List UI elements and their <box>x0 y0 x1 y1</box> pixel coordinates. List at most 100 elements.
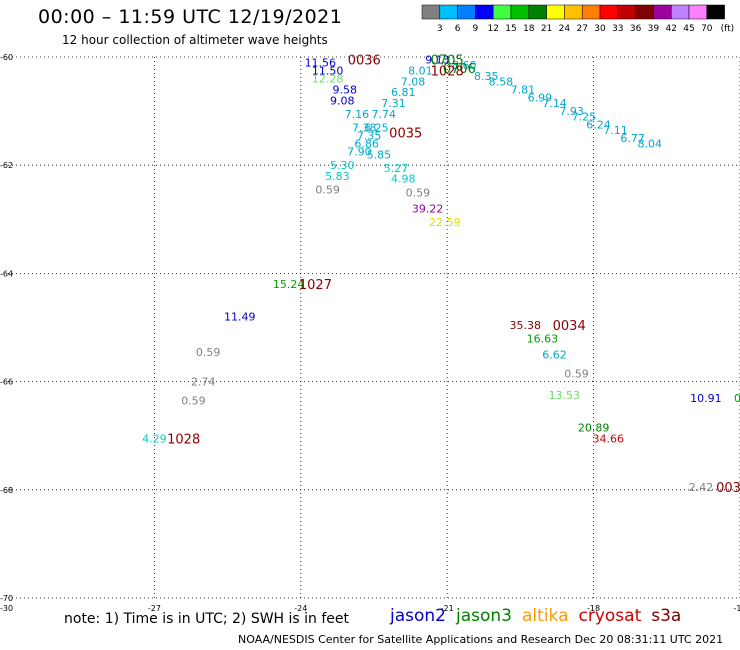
wave-height-label: 0 <box>734 392 740 405</box>
wave-height-label: 5.83 <box>325 170 350 183</box>
colorbar: 3 6 9 12 15 18 21 24 27 30 33 36 39 42 45 70 (ft) <box>421 4 735 34</box>
colorbar-swatch <box>457 4 476 20</box>
y-tick-label: -70 <box>0 594 13 603</box>
time-label: 0034 <box>553 319 586 334</box>
colorbar-swatch <box>475 4 494 20</box>
time-label: 1027 <box>299 278 332 293</box>
wave-height-label: 8.04 <box>637 138 662 151</box>
time-label: 0035 <box>389 127 422 142</box>
wave-height-label: 7.81 <box>511 83 536 96</box>
colorbar-level: 21 <box>541 24 552 34</box>
time-label: 0033 <box>716 481 740 496</box>
wave-height-label: 9.08 <box>330 94 355 107</box>
wave-height-label: 16.63 <box>527 332 559 345</box>
wave-height-label: 15.24 <box>273 278 305 291</box>
wave-height-label: 8.01 <box>408 65 433 78</box>
colorbar-level: 33 <box>612 24 623 34</box>
wave-height-label: 0.59 <box>564 367 589 380</box>
x-tick-label: -21 <box>441 604 454 613</box>
wave-height-label: 7.25 <box>572 111 597 124</box>
time-labels: 003607050706102800351027102800340033 <box>167 54 740 496</box>
time-label: 1028 <box>167 432 200 447</box>
chart-subtitle: 12 hour collection of altimeter wave hei… <box>62 33 328 47</box>
wave-height-label: 34.66 <box>592 432 624 445</box>
wave-height-label: 20.89 <box>578 422 610 435</box>
wave-height-label: 4.98 <box>391 173 416 186</box>
wave-height-label: 35.38 <box>510 319 542 332</box>
wave-height-label: 6.24 <box>586 119 611 132</box>
x-tick-label: -24 <box>294 604 307 613</box>
colorbar-swatch <box>581 4 601 20</box>
colorbar-swatch <box>653 4 672 20</box>
wave-height-label: 8.35 <box>474 70 499 83</box>
x-tick-label: -15 <box>733 604 740 613</box>
wave-height-label: 6.62 <box>542 349 567 362</box>
time-label: 0705 <box>431 54 464 69</box>
wave-height-label: 10.91 <box>690 392 722 405</box>
colorbar-swatch <box>564 4 583 20</box>
colorbar-level: 36 <box>630 24 642 34</box>
time-label: 0036 <box>348 54 381 69</box>
legend-entry-jason2: jason2 <box>390 606 446 626</box>
wave-height-label: 9.13 <box>425 54 450 67</box>
wave-height-label: 4.29 <box>142 432 167 445</box>
colorbar-swatch <box>688 4 708 20</box>
wave-height-label: 7.93 <box>559 105 584 118</box>
legend-entry-jason3: jason3 <box>456 606 512 626</box>
legend-entry-s3a: s3a <box>651 606 682 626</box>
wave-height-label: 7.16 <box>345 108 370 121</box>
colorbar-swatch <box>617 4 636 20</box>
wave-height-label: 22.59 <box>429 216 461 229</box>
colorbar-level: 39 <box>648 24 660 34</box>
wave-height-label: 7.35 <box>357 129 382 142</box>
corner-tick-label: -30 <box>0 604 13 613</box>
colorbar-swatch <box>421 4 441 20</box>
colorbar-level: 30 <box>594 24 606 34</box>
wave-height-label: 0.59 <box>196 346 221 359</box>
wave-height-label: 13.53 <box>549 389 581 402</box>
legend-entry-cryosat: cryosat <box>578 606 642 626</box>
note-text: note: 1) Time is in UTC; 2) SWH is in fe… <box>64 611 350 627</box>
colorbar-unit: (ft) <box>721 24 735 34</box>
colorbar-swatch <box>492 4 512 20</box>
time-label: 0706 <box>443 62 476 77</box>
wave-height-label: 5.27 <box>384 162 409 175</box>
colorbar-swatch <box>670 4 690 20</box>
satellite-legend: jason2 jason3 altika cryosat s3a <box>390 606 691 626</box>
wave-height-label: 5.85 <box>367 148 392 161</box>
wave-height-label: 6.86 <box>354 138 379 151</box>
colorbar-swatch <box>510 4 530 20</box>
colorbar-level: 70 <box>701 24 713 34</box>
wave-height-label: 11.56 <box>305 56 337 69</box>
wave-height-label: 11.50 <box>312 65 344 78</box>
legend-entry-altika: altika <box>522 606 569 626</box>
wave-height-label: 12.28 <box>312 73 344 86</box>
colorbar-level: 9 <box>473 24 479 34</box>
wave-height-label: 6.77 <box>620 132 645 145</box>
footer-credit: NOAA/NESDIS Center for Satellite Applica… <box>238 633 724 646</box>
x-tick-label: -27 <box>148 604 161 613</box>
wave-height-label: 7.14 <box>542 97 567 110</box>
colorbar-level: 6 <box>455 24 461 34</box>
page-title: 00:00 – 11:59 UTC 12/19/2021 <box>38 6 343 28</box>
wave-height-label: 0.59 <box>315 184 340 197</box>
colorbar-level: 24 <box>559 24 571 34</box>
y-tick-label: -68 <box>0 486 13 495</box>
wave-height-label: 2.74 <box>191 376 216 389</box>
wave-height-label: 6.25 <box>364 121 389 134</box>
colorbar-level: 15 <box>505 24 516 34</box>
colorbar-level: 3 <box>437 24 443 34</box>
wave-height-label: 8.60 <box>452 59 477 72</box>
colorbar-swatch <box>528 4 547 20</box>
y-tick-label: -66 <box>0 378 13 387</box>
wave-height-label: 7.90 <box>347 146 372 159</box>
wave-height-label: 39.22 <box>412 202 444 215</box>
colorbar-swatch <box>599 4 619 20</box>
wave-height-label: 8.58 <box>489 75 514 88</box>
y-tick-label: -60 <box>0 53 13 62</box>
axis-labels: -27 -24 -21 -18 -15 -60 -62 -64 -66 -68 -70-30 <box>0 53 740 613</box>
x-tick-label: -18 <box>587 604 600 613</box>
colorbar-level: 12 <box>487 24 498 34</box>
